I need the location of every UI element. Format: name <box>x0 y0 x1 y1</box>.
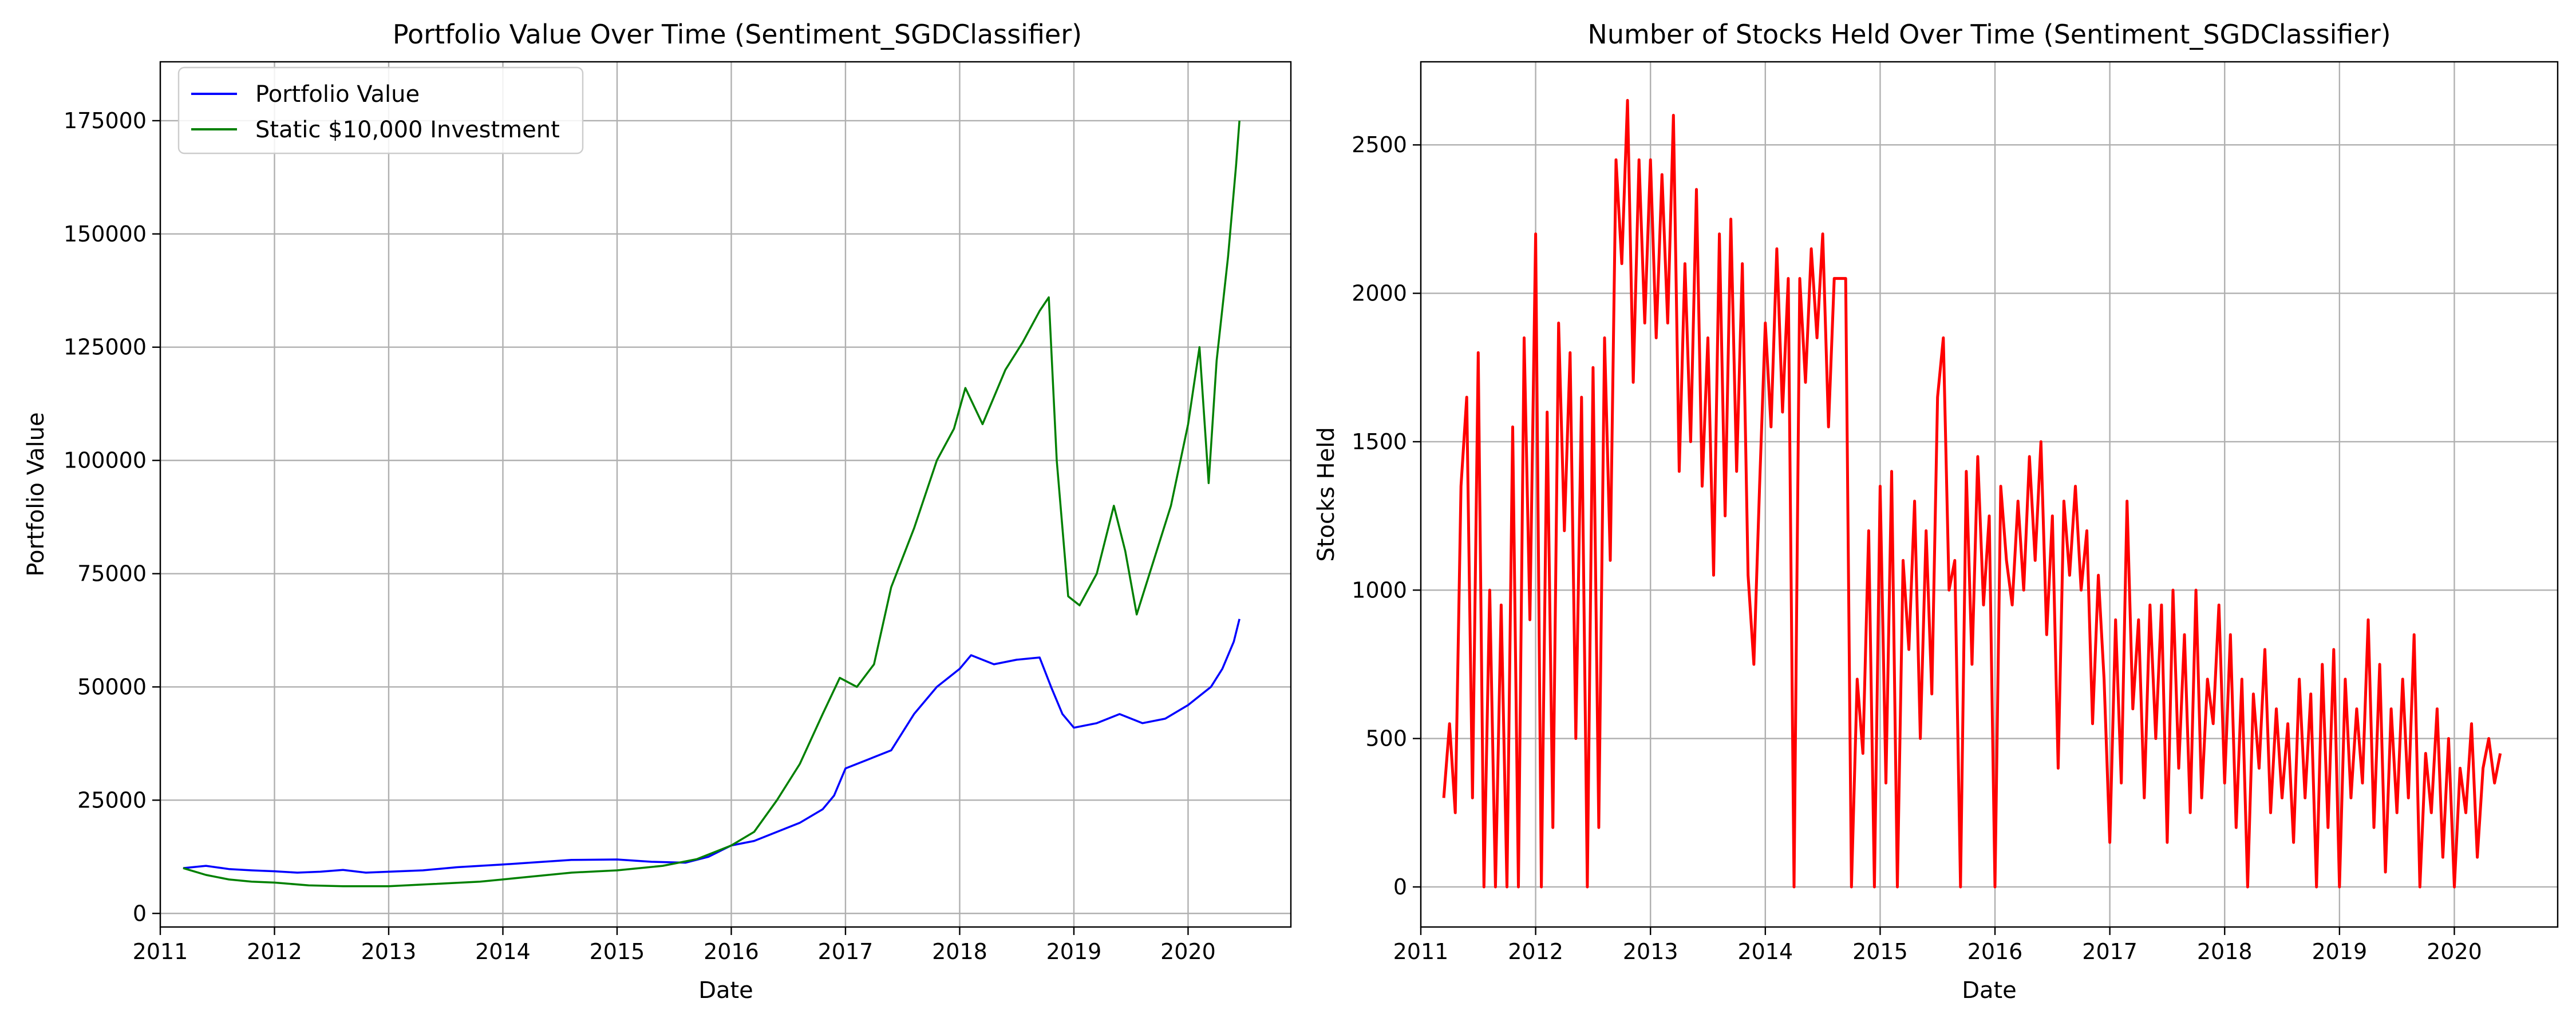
stocks-x-tick-label: 2013 <box>1623 939 1678 964</box>
stocks-x-tick-label: 2017 <box>2082 939 2138 964</box>
legend-label-static-investment: Static $10,000 Investment <box>255 117 560 143</box>
stocks-grid <box>1420 62 2558 927</box>
portfolio-x-axis-label: Date <box>698 977 753 1004</box>
stocks-x-ticks: 2011 2012 2013 2014 2015 2016 2017 2018 2019 2020 <box>1393 927 2482 964</box>
portfolio-y-tick-label: 150000 <box>64 221 147 247</box>
stocks-y-tick-label: 2000 <box>1352 281 1407 306</box>
portfolio-grid <box>159 62 1291 927</box>
legend-label-portfolio-value: Portfolio Value <box>255 81 420 108</box>
portfolio-y-ticks: 0 25000 50000 75000 100000 125000 150000 175000 <box>64 108 160 926</box>
portfolio-chart-title: Portfolio Value Over Time (Sentiment_SGD… <box>393 19 1082 50</box>
stocks-y-tick-label: 0 <box>1393 874 1407 900</box>
portfolio-x-tick-label: 2017 <box>818 939 874 964</box>
stocks-y-tick-label: 500 <box>1365 726 1407 751</box>
stocks-y-tick-label: 1500 <box>1352 429 1407 454</box>
stocks-x-tick-label: 2018 <box>2197 939 2253 964</box>
stocks-plot-frame <box>1420 61 2559 928</box>
portfolio-series-line-static-10-000-investment <box>183 120 1240 888</box>
stocks-y-tick-label: 2500 <box>1352 132 1407 157</box>
portfolio-x-tick-label: 2020 <box>1160 939 1216 964</box>
portfolio-x-tick-label: 2011 <box>133 939 188 964</box>
portfolio-x-tick-label: 2018 <box>932 939 987 964</box>
portfolio-x-tick-label: 2015 <box>590 939 645 964</box>
stocks-y-axis-label: Stocks Held <box>1313 427 1340 561</box>
portfolio-x-tick-label: 2016 <box>704 939 759 964</box>
portfolio-y-tick-label: 50000 <box>77 674 147 699</box>
portfolio-y-tick-label: 75000 <box>77 561 147 587</box>
portfolio-y-axis-label: Portfolio Value <box>23 412 49 576</box>
portfolio-y-tick-label: 0 <box>133 901 147 926</box>
stocks-y-ticks: 0 500 1000 1500 2000 2500 <box>1352 132 1421 900</box>
stocks-x-tick-label: 2016 <box>1967 939 2023 964</box>
stocks-chart-title: Number of Stocks Held Over Time (Sentime… <box>1587 19 2391 50</box>
stocks-x-tick-label: 2020 <box>2427 939 2482 964</box>
stocks-x-tick-label: 2015 <box>1852 939 1908 964</box>
stocks-chart: Number of Stocks Held Over Time (Sentime… <box>1313 19 2559 1004</box>
portfolio-series <box>183 120 1240 888</box>
stocks-x-tick-label: 2011 <box>1393 939 1449 964</box>
portfolio-series-line-portfolio-value <box>183 619 1240 874</box>
stocks-series <box>1442 98 2502 889</box>
portfolio-y-tick-label: 125000 <box>64 335 147 360</box>
stocks-x-tick-label: 2012 <box>1508 939 1563 964</box>
portfolio-y-tick-label: 175000 <box>64 108 147 133</box>
portfolio-plot-frame <box>159 61 1292 928</box>
portfolio-legend: Portfolio Value Static $10,000 Investmen… <box>177 66 584 154</box>
portfolio-x-ticks: 2011 2012 2013 2014 2015 2016 2017 2018 2019 2020 <box>133 927 1216 964</box>
portfolio-x-tick-label: 2014 <box>475 939 531 964</box>
stocks-series-line-stocks-held <box>1442 98 2502 889</box>
legend-box <box>177 66 584 154</box>
portfolio-x-tick-label: 2013 <box>361 939 417 964</box>
portfolio-y-tick-label: 100000 <box>64 448 147 473</box>
portfolio-x-tick-label: 2012 <box>247 939 302 964</box>
portfolio-y-tick-label: 25000 <box>77 787 147 813</box>
stocks-y-tick-label: 1000 <box>1352 577 1407 603</box>
stocks-x-tick-label: 2019 <box>2312 939 2367 964</box>
portfolio-chart: Portfolio Value Over Time (Sentiment_SGD… <box>23 19 1292 1004</box>
portfolio-x-tick-label: 2019 <box>1046 939 1102 964</box>
stocks-x-tick-label: 2014 <box>1737 939 1793 964</box>
stocks-x-axis-label: Date <box>1962 977 2017 1004</box>
